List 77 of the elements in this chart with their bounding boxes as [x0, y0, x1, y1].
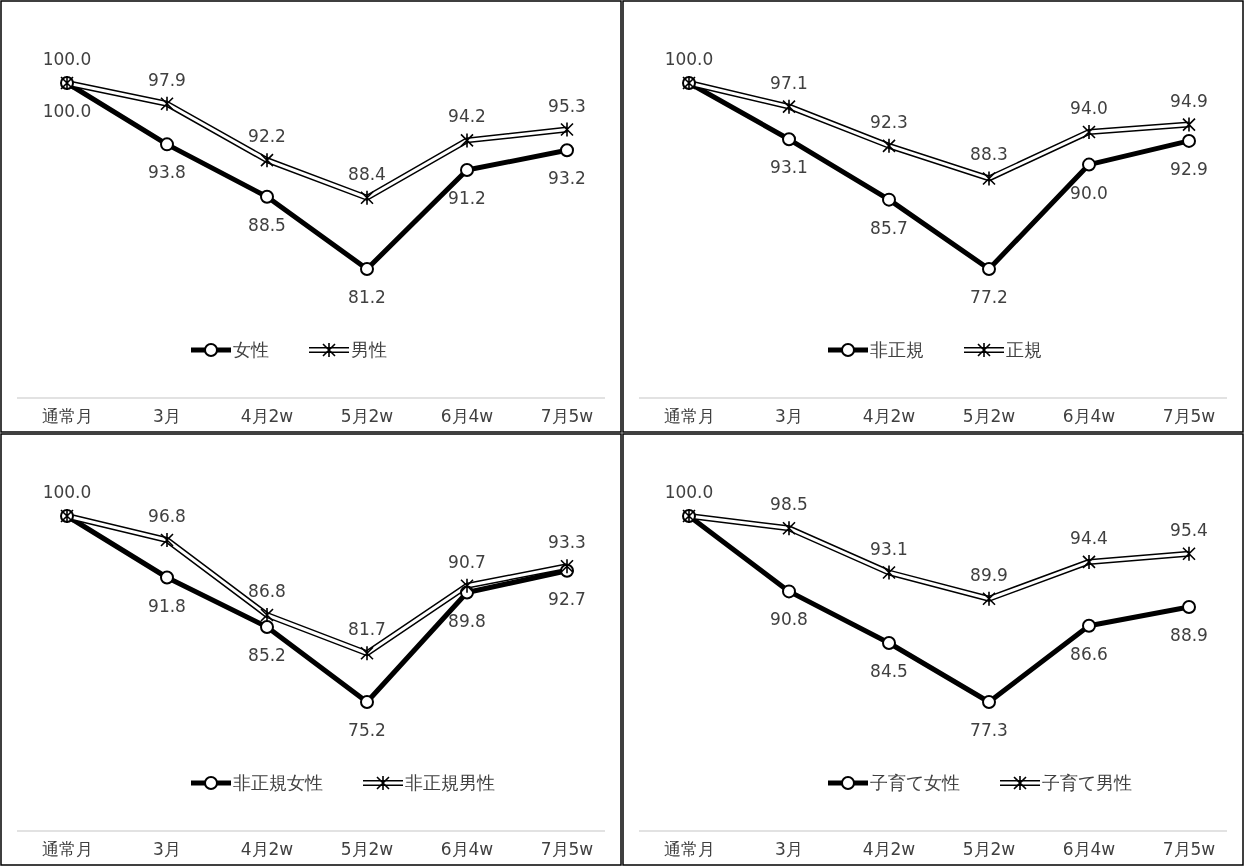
x-tick-label: 4月2w — [862, 406, 916, 426]
data-label: 94.4 — [1070, 527, 1108, 548]
x-tick-label: 4月2w — [240, 406, 294, 426]
x-tick-label: 4月2w — [862, 839, 916, 859]
data-label: 88.9 — [1170, 624, 1208, 645]
x-tick-label: 通常月 — [663, 839, 715, 859]
legend-label: 非正規男性 — [405, 772, 495, 793]
data-label: 94.2 — [448, 106, 486, 127]
x-tick-label: 5月2w — [962, 839, 1016, 859]
data-label: 92.7 — [548, 588, 586, 609]
data-label: 91.2 — [448, 188, 486, 209]
data-label: 77.3 — [970, 720, 1008, 740]
data-label: 94.9 — [1170, 90, 1208, 111]
data-label: 91.8 — [148, 595, 186, 616]
legend-label: 非正規 — [870, 339, 924, 360]
data-label: 89.8 — [448, 610, 486, 631]
x-tick-label: 7月5w — [540, 406, 594, 426]
data-label: 84.5 — [870, 661, 908, 681]
data-label: 97.1 — [770, 72, 808, 93]
data-label: 100.0 — [42, 482, 92, 502]
data-label: 100.0 — [42, 49, 92, 69]
x-tick-label: 4月2w — [240, 839, 294, 859]
x-tick-label: 7月5w — [540, 839, 594, 859]
data-label: 96.8 — [148, 506, 186, 526]
legend-label: 男性 — [351, 339, 387, 360]
data-label: 97.9 — [148, 69, 186, 90]
data-label: 88.4 — [348, 163, 386, 184]
x-tick-label: 3月 — [775, 839, 803, 859]
data-label: 85.2 — [248, 645, 286, 665]
x-tick-label: 通常月 — [41, 406, 93, 426]
data-label: 98.5 — [770, 494, 808, 515]
data-label: 86.6 — [1070, 643, 1108, 664]
data-label: 92.3 — [870, 111, 908, 132]
data-label: 85.7 — [870, 217, 908, 238]
x-tick-label: 6月4w — [440, 406, 494, 426]
x-tick-label: 3月 — [775, 406, 803, 426]
x-tick-label: 7月5w — [1162, 406, 1216, 426]
data-label: 93.3 — [548, 532, 586, 553]
data-label: 92.9 — [1170, 158, 1208, 179]
x-tick-label: 5月2w — [962, 406, 1016, 426]
data-label: 92.2 — [248, 126, 286, 147]
data-label: 93.2 — [548, 168, 586, 189]
data-label: 93.1 — [770, 157, 808, 178]
data-label: 90.0 — [1070, 182, 1108, 203]
x-tick-label: 3月 — [153, 839, 181, 859]
data-label: 81.7 — [348, 619, 386, 640]
legend-label: 正規 — [1006, 339, 1042, 360]
data-label: 93.8 — [148, 162, 186, 183]
data-label: 94.0 — [1070, 97, 1108, 118]
x-tick-label: 通常月 — [663, 406, 715, 426]
x-tick-label: 6月4w — [440, 839, 494, 859]
data-label: 95.3 — [548, 95, 586, 116]
data-label: 90.8 — [770, 609, 808, 630]
x-tick-label: 7月5w — [1162, 839, 1216, 859]
x-tick-label: 6月4w — [1062, 839, 1116, 859]
x-tick-label: 5月2w — [340, 406, 394, 426]
legend-label: 子育て男性 — [1042, 772, 1132, 793]
data-label: 95.4 — [1170, 519, 1208, 540]
data-label: 89.9 — [970, 564, 1008, 585]
data-label: 100.0 — [42, 101, 92, 121]
x-tick-label: 通常月 — [41, 839, 93, 859]
x-tick-label: 3月 — [153, 406, 181, 426]
data-label: 75.2 — [348, 720, 386, 740]
x-tick-label: 5月2w — [340, 839, 394, 859]
data-label: 88.5 — [248, 214, 286, 235]
data-label: 81.2 — [348, 287, 386, 307]
legend-label: 非正規女性 — [233, 772, 323, 793]
data-label: 100.0 — [664, 482, 714, 502]
data-label: 90.7 — [448, 551, 486, 572]
x-tick-label: 6月4w — [1062, 406, 1116, 426]
legend-label: 女性 — [233, 339, 269, 360]
data-label: 88.3 — [970, 144, 1008, 165]
data-label: 77.2 — [970, 287, 1008, 307]
legend-label: 子育て女性 — [870, 772, 960, 793]
data-label: 100.0 — [664, 49, 714, 69]
data-label: 86.8 — [248, 581, 286, 601]
data-label: 93.1 — [870, 538, 908, 559]
